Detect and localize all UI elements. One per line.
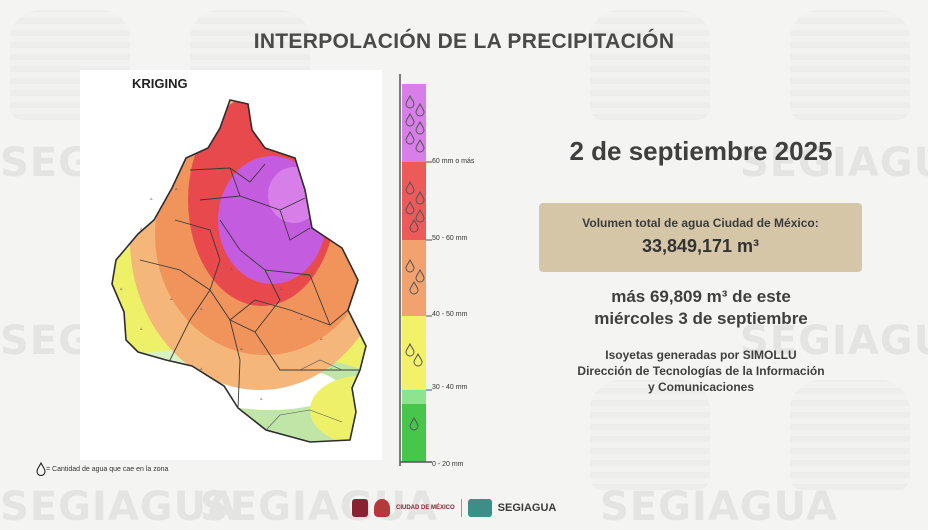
watermark-face-icon	[790, 10, 910, 120]
svg-text:▵: ▵	[200, 366, 203, 372]
volume-value: 33,849,171 m³	[641, 236, 760, 256]
svg-text:▵: ▵	[320, 336, 323, 342]
watermark-text: SEGIAGUA	[740, 140, 928, 186]
legend-label-30-40: 30 - 40 mm	[432, 384, 468, 391]
watermark-face-icon	[590, 10, 710, 120]
svg-text:▵: ▵	[280, 286, 283, 292]
legend-label-40-50: 40 - 50 mm	[432, 311, 468, 318]
legend-label-0-20: 0 - 20 mm	[432, 461, 464, 468]
precipitation-map: ▵ ▵ ▵ ▵ ▵ ▵ ▵ ▵ ▵ ▵ ▵ ▵ ▵ ▵ ▵	[111, 99, 367, 443]
svg-text:▵: ▵	[140, 226, 143, 232]
svg-text:▵: ▵	[230, 266, 233, 272]
legend-label-50-60: 50 - 60 mm	[432, 235, 468, 242]
cdmx-logo-text: CIUDAD DE MÉXICO	[396, 504, 455, 511]
svg-text:▵: ▵	[170, 296, 173, 302]
svg-text:▵: ▵	[300, 316, 303, 322]
volume-box	[539, 203, 862, 272]
svg-text:▵: ▵	[140, 326, 143, 332]
svg-text:▵: ▵	[240, 346, 243, 352]
watermark-text: SEGIAGUA	[600, 484, 838, 530]
svg-text:▵: ▵	[175, 186, 178, 192]
water-drop-icon	[36, 462, 46, 476]
page-title: INTERPOLACIÓN DE LA PRECIPITACIÓN	[253, 30, 675, 53]
watermark-face-icon	[790, 380, 910, 490]
svg-text:▵: ▵	[120, 286, 123, 292]
svg-text:▵: ▵	[260, 396, 263, 402]
svg-text:▵: ▵	[150, 196, 153, 202]
map-note: = Cantidad de agua que cae en la zona	[46, 466, 169, 473]
footer-logos: CIUDAD DE MÉXICO SEGIAGUA	[352, 496, 556, 520]
extra-volume-line: más 69,809 m³ de este	[611, 287, 791, 306]
svg-text:▵: ▵	[330, 366, 333, 372]
footer-divider	[460, 499, 462, 517]
volume-label: Volumen total de agua Ciudad de México:	[582, 216, 819, 230]
report-date: 2 de septiembre 2025	[569, 136, 833, 166]
extra-volume-date: miércoles 3 de septiembre	[594, 309, 808, 328]
credit-line: y Comunicaciones	[647, 380, 755, 394]
legend-bar	[399, 74, 432, 466]
map-method-label: KRIGING	[132, 76, 188, 91]
precipitation-legend	[396, 74, 436, 466]
segiagua-logo-icon	[467, 499, 492, 517]
svg-text:▵: ▵	[200, 306, 203, 312]
government-shield-icon	[352, 499, 368, 517]
credit-line: Isoyetas generadas por SIMOLLU	[605, 348, 797, 362]
watermark-text: SEGIAGUA	[740, 318, 928, 364]
footer-brand: SEGIAGUA	[497, 502, 557, 514]
watermark-face-icon	[590, 380, 710, 490]
credit-line: Dirección de Tecnologías de la Informaci…	[577, 364, 825, 378]
cdmx-emblem-icon	[374, 499, 390, 517]
legend-label-60: 60 mm o más	[432, 158, 475, 165]
